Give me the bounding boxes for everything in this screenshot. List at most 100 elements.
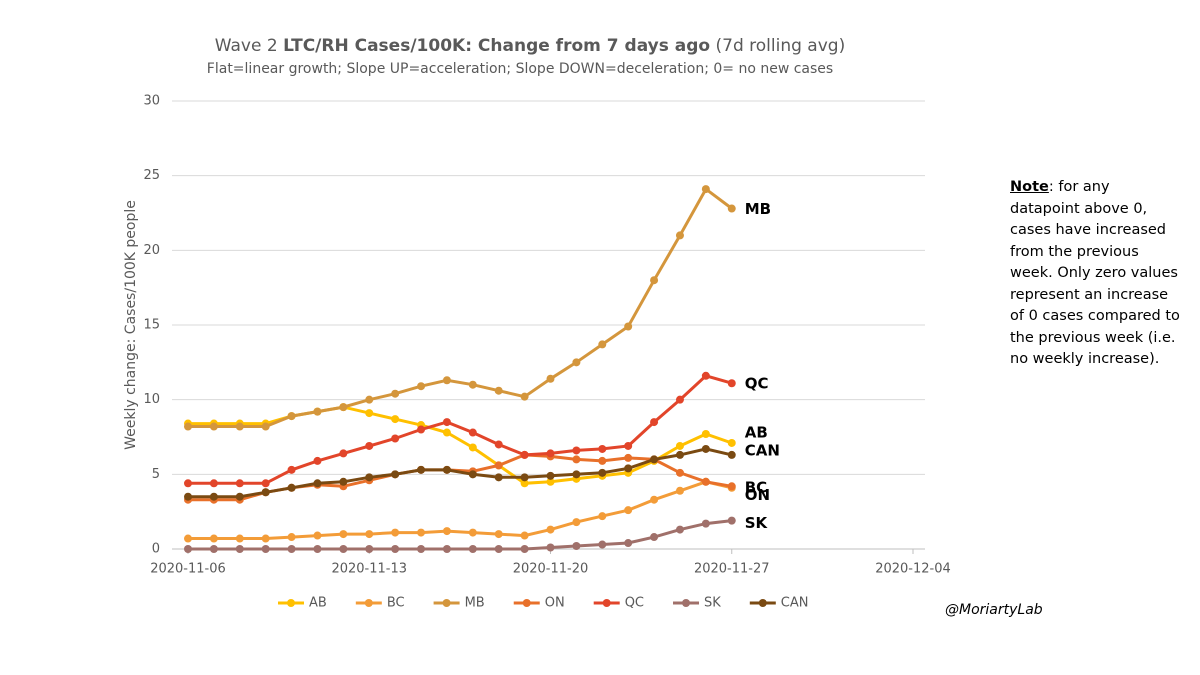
data-point bbox=[417, 465, 426, 474]
data-point bbox=[184, 479, 192, 488]
data-point bbox=[287, 465, 296, 474]
data-point bbox=[727, 204, 736, 213]
data-point bbox=[494, 440, 503, 449]
x-tick-label: 2020-11-13 bbox=[331, 562, 407, 577]
data-point bbox=[675, 468, 684, 477]
data-point bbox=[261, 545, 270, 553]
y-tick-label: 30 bbox=[143, 94, 160, 109]
note: Note: for any datapoint above 0, cases h… bbox=[1010, 177, 1182, 371]
legend-label: SK bbox=[704, 596, 721, 611]
data-point bbox=[442, 527, 451, 536]
data-point bbox=[339, 403, 348, 412]
data-point bbox=[546, 471, 555, 480]
end-label: BC bbox=[745, 478, 767, 496]
data-point bbox=[701, 444, 710, 453]
x-tick-label: 2020-12-04 bbox=[875, 562, 951, 577]
data-point bbox=[494, 473, 503, 482]
data-point bbox=[235, 545, 244, 553]
data-point bbox=[572, 518, 581, 527]
title-emphasis: LTC/RH Cases/100K: Change from 7 days ag… bbox=[283, 36, 711, 56]
data-point bbox=[624, 322, 633, 331]
y-tick-label: 5 bbox=[152, 467, 160, 482]
legend-marker bbox=[287, 599, 295, 607]
data-point bbox=[520, 479, 529, 488]
data-point bbox=[235, 492, 244, 501]
data-point bbox=[675, 441, 684, 450]
data-point bbox=[701, 185, 710, 194]
data-point bbox=[520, 392, 529, 401]
data-point bbox=[365, 395, 374, 404]
series-line bbox=[188, 374, 733, 485]
y-tick-label: 0 bbox=[152, 542, 160, 557]
data-point bbox=[520, 450, 529, 459]
data-point bbox=[442, 418, 451, 427]
data-point bbox=[184, 492, 192, 501]
data-point bbox=[727, 482, 736, 491]
y-axis-label: Weekly change: Cases/100K people bbox=[123, 200, 139, 450]
data-point bbox=[339, 449, 348, 458]
x-tick-label: 2020-11-20 bbox=[513, 562, 589, 577]
data-point bbox=[313, 456, 322, 465]
data-point bbox=[701, 430, 710, 439]
data-point bbox=[572, 455, 581, 464]
data-point bbox=[727, 438, 736, 447]
data-point bbox=[624, 464, 633, 473]
data-point bbox=[468, 443, 477, 452]
data-point bbox=[494, 461, 503, 470]
data-point bbox=[442, 376, 451, 385]
data-point bbox=[650, 418, 659, 427]
data-point bbox=[365, 441, 374, 450]
data-point bbox=[391, 415, 400, 424]
data-point bbox=[287, 412, 296, 421]
legend-label: MB bbox=[465, 596, 485, 611]
series-line bbox=[188, 447, 733, 499]
data-point bbox=[261, 488, 270, 497]
end-label: CAN bbox=[745, 441, 780, 459]
end-label: AB bbox=[745, 423, 768, 441]
data-point bbox=[417, 528, 426, 537]
data-point bbox=[675, 486, 684, 495]
data-point bbox=[209, 534, 218, 543]
data-point bbox=[391, 470, 400, 479]
data-point bbox=[675, 525, 684, 534]
title-suffix: (7d rolling avg) bbox=[715, 36, 846, 56]
data-point bbox=[546, 374, 555, 383]
data-point bbox=[675, 231, 684, 240]
data-point bbox=[339, 530, 348, 539]
data-point bbox=[235, 422, 244, 431]
data-point bbox=[417, 382, 426, 391]
data-point bbox=[365, 409, 374, 418]
data-point bbox=[624, 539, 633, 548]
data-point bbox=[546, 543, 555, 552]
data-point bbox=[235, 534, 244, 543]
data-point bbox=[313, 545, 322, 553]
y-tick-label: 20 bbox=[143, 243, 160, 258]
data-point bbox=[675, 395, 684, 404]
data-point bbox=[184, 422, 192, 431]
data-point bbox=[727, 450, 736, 459]
legend-label: AB bbox=[309, 596, 327, 611]
data-point bbox=[701, 371, 710, 380]
legend-marker bbox=[442, 599, 451, 607]
y-tick-label: 15 bbox=[143, 318, 160, 333]
data-point bbox=[650, 495, 659, 504]
data-point bbox=[365, 473, 374, 482]
data-point bbox=[598, 540, 607, 549]
data-point bbox=[339, 477, 348, 486]
legend-marker bbox=[522, 599, 531, 607]
data-point bbox=[546, 449, 555, 458]
data-point bbox=[184, 534, 192, 543]
data-point bbox=[598, 512, 607, 521]
data-point bbox=[442, 545, 451, 553]
data-point bbox=[572, 358, 581, 367]
data-point bbox=[468, 545, 477, 553]
data-point bbox=[287, 533, 296, 542]
data-point bbox=[520, 473, 529, 482]
end-label: QC bbox=[745, 375, 769, 393]
data-point bbox=[572, 446, 581, 455]
y-tick-label: 25 bbox=[143, 168, 160, 183]
data-point bbox=[209, 479, 218, 488]
end-label: SK bbox=[745, 514, 769, 532]
legend-marker bbox=[364, 599, 373, 607]
